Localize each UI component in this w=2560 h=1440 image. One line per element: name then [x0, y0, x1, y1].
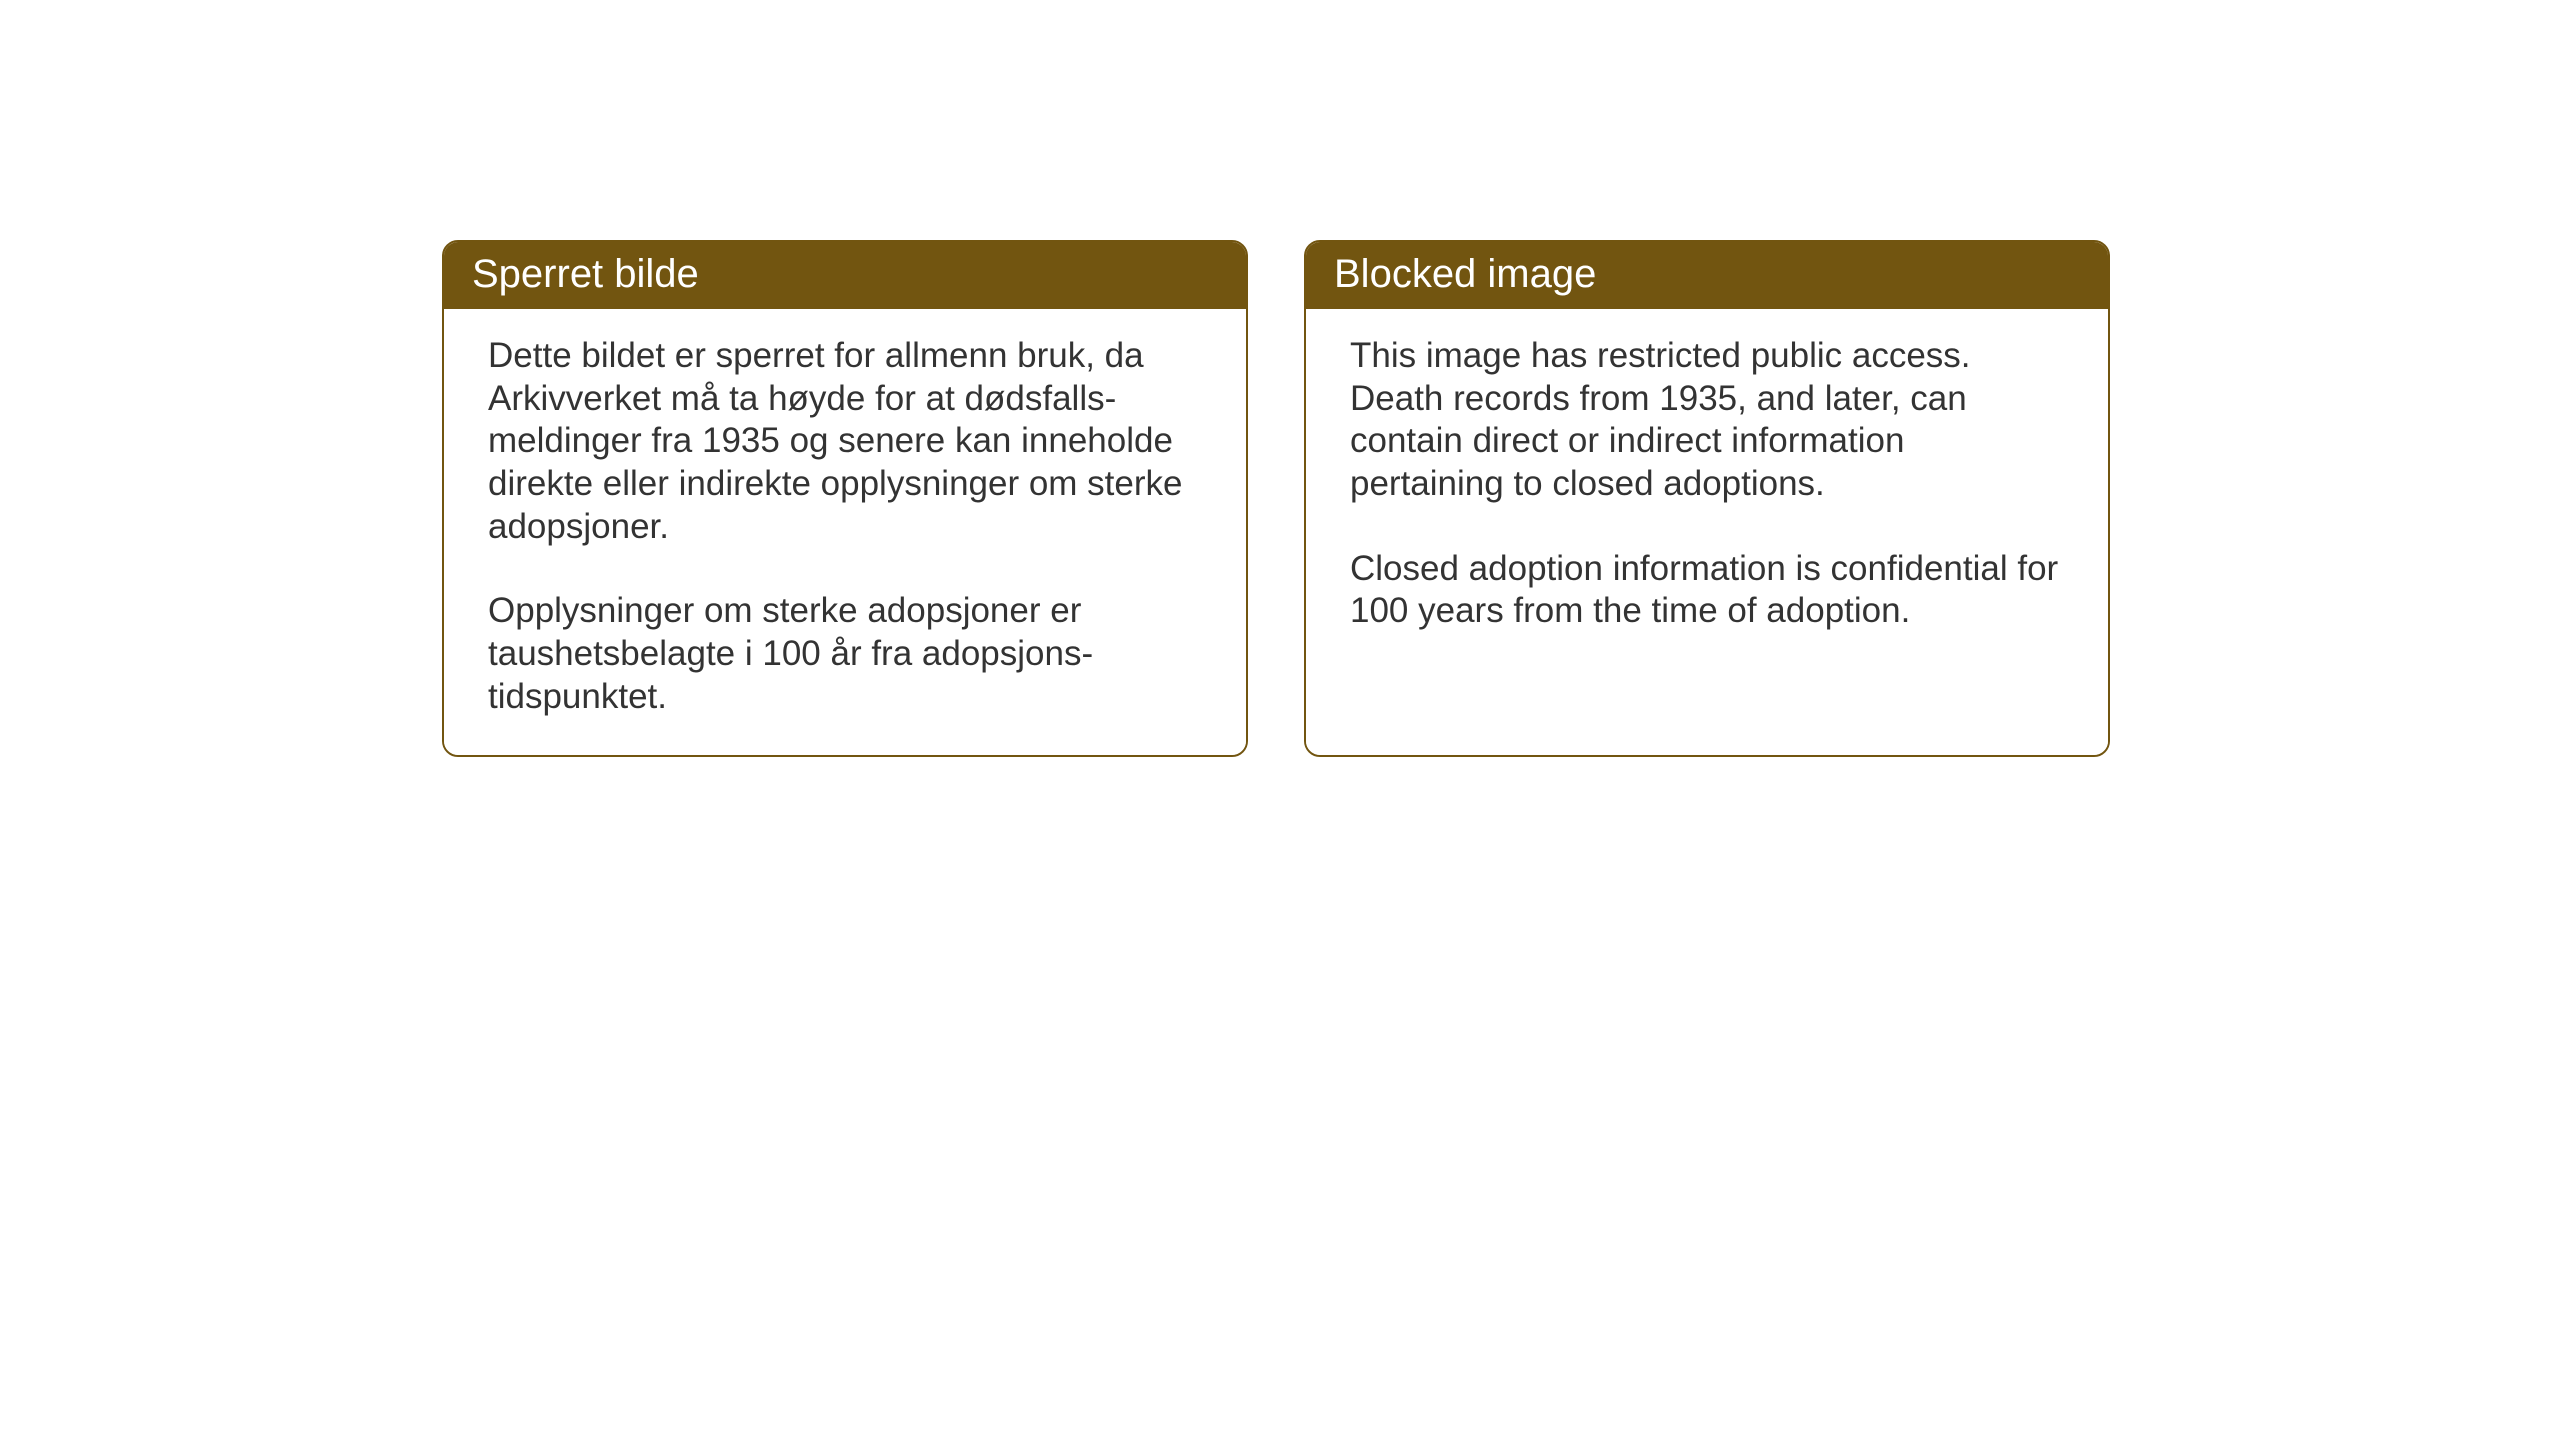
english-paragraph-1: This image has restricted public access.…	[1350, 335, 2064, 506]
english-card-body: This image has restricted public access.…	[1306, 309, 2108, 755]
english-paragraph-2: Closed adoption information is confident…	[1350, 548, 2064, 633]
norwegian-paragraph-2: Opplysninger om sterke adopsjoner er tau…	[488, 590, 1202, 718]
norwegian-card-body: Dette bildet er sperret for allmenn bruk…	[444, 309, 1246, 755]
norwegian-paragraph-1: Dette bildet er sperret for allmenn bruk…	[488, 335, 1202, 548]
english-card-title: Blocked image	[1306, 242, 2108, 309]
norwegian-card-title: Sperret bilde	[444, 242, 1246, 309]
english-notice-card: Blocked image This image has restricted …	[1304, 240, 2110, 757]
notice-container: Sperret bilde Dette bildet er sperret fo…	[442, 240, 2110, 757]
norwegian-notice-card: Sperret bilde Dette bildet er sperret fo…	[442, 240, 1248, 757]
